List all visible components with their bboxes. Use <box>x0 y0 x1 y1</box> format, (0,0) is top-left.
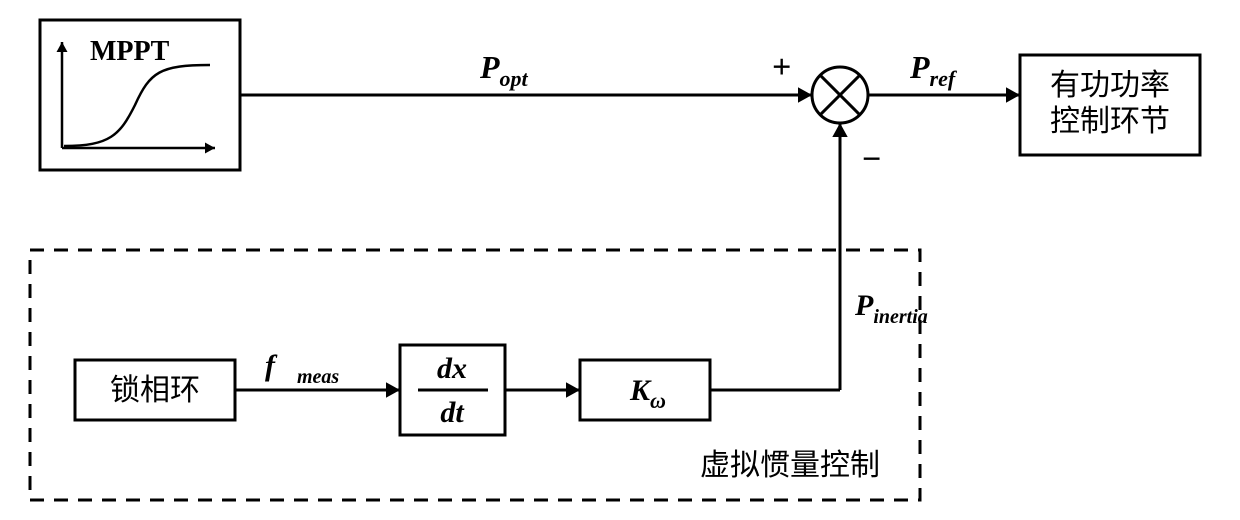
arrowhead <box>1006 87 1020 102</box>
arrowhead <box>386 382 400 397</box>
label-p-opt: Popt <box>479 49 529 91</box>
active-power-line1: 有功功率 <box>1050 69 1170 102</box>
deriv-den: dt <box>440 396 465 429</box>
label-f-meas: fmeas <box>265 349 339 388</box>
deriv-num: dx <box>437 352 467 385</box>
pll-label: 锁相环 <box>110 374 200 407</box>
mppt-label: MPPT <box>90 36 170 67</box>
label-p-ref: Pref <box>909 49 958 91</box>
arrowhead <box>798 87 812 102</box>
minus-sign: − <box>862 141 881 178</box>
active-power-line2: 控制环节 <box>1050 105 1170 138</box>
arrowhead <box>566 382 580 397</box>
arrowhead <box>832 123 847 137</box>
label-p-inertia: Pinertia <box>854 289 928 328</box>
virtual-inertia-label: 虚拟惯量控制 <box>700 449 880 482</box>
plus-sign: + <box>772 49 791 86</box>
